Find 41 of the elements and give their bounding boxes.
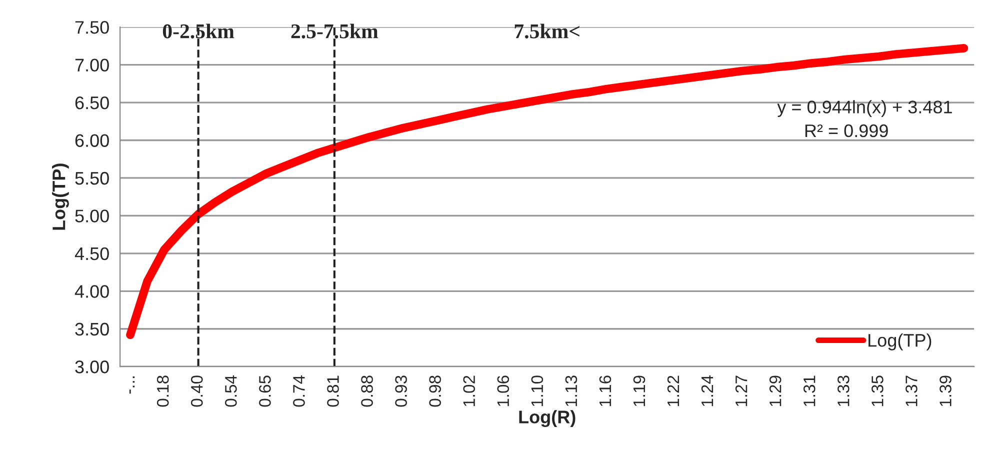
x-tick-label: 0.54	[225, 375, 237, 407]
x-tick-label: 0.18	[156, 376, 169, 407]
x-tick-label: 1.31	[803, 376, 816, 406]
x-tick-label: 1.22	[667, 376, 680, 406]
x-tick-label: 1.37	[906, 376, 918, 406]
x-tick-label: 0.88	[361, 376, 373, 407]
x-tick-label: 0.93	[395, 376, 407, 407]
y-tick-label: 7.00	[75, 58, 109, 72]
x-tick-label: 0.65	[259, 376, 271, 407]
y-tick-label: 4.50	[74, 247, 109, 260]
y-tick-label: 4.00	[74, 285, 109, 298]
annotation: 7.5km<	[514, 24, 580, 38]
x-tick-label: 1.13	[565, 376, 578, 406]
x-tick-label: 1.24	[701, 375, 714, 406]
x-tick-label: 0.98	[429, 376, 441, 407]
x-tick-label: -...	[129, 376, 135, 394]
x-tick-label: 1.27	[735, 376, 748, 406]
x-tick-label: 1.35	[872, 376, 884, 406]
x-tick-label: 0.74	[293, 375, 305, 407]
annotation: y = 0.944ln(x) + 3.481	[777, 100, 952, 117]
x-tick-label: 1.39	[940, 376, 952, 406]
x-tick-label: 1.33	[838, 376, 850, 406]
y-tick-label: 5.50	[75, 172, 109, 185]
x-tick-label: 1.16	[599, 376, 612, 406]
x-tick-label: 1.10	[531, 376, 544, 406]
y-tick-label: 6.50	[75, 96, 109, 110]
x-tick-label: 1.02	[463, 376, 476, 406]
x-tick-label: 0.81	[327, 376, 339, 407]
legend-label: Log(TP)	[868, 334, 932, 350]
y-axis-title: Log(TP)	[52, 164, 69, 230]
x-tick-label: 1.29	[769, 376, 782, 406]
annotation: R² = 0.999	[805, 124, 888, 138]
y-tick-label: 7.50	[75, 21, 109, 34]
y-tick-label: 3.00	[75, 360, 109, 374]
y-tick-label: 6.00	[75, 134, 109, 147]
x-tick-label: 1.06	[497, 376, 510, 406]
y-tick-label: 5.00	[75, 210, 109, 222]
x-axis-title: Log(R)	[519, 410, 576, 428]
x-tick-label: 1.19	[633, 376, 646, 406]
y-tick-label: 3.50	[75, 322, 109, 336]
x-tick-label: 0.40	[190, 376, 203, 407]
